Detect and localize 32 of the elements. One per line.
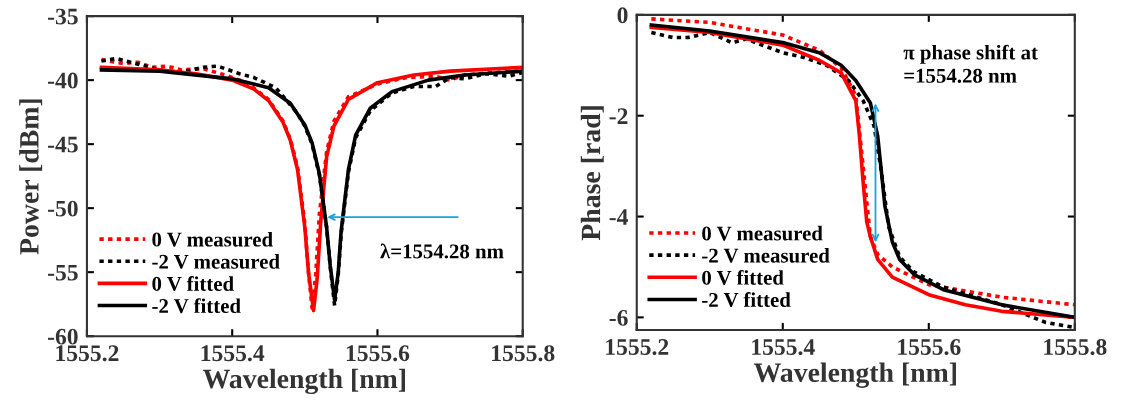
x-axis-title: Wavelength [nm] [753,362,956,388]
x-tick-label: 1555.4 [201,345,265,362]
y-tick-label: -4 [609,209,628,225]
x-tick-label: 1555.8 [1044,339,1107,356]
legend-label: 0 V measured [702,225,823,241]
legend-label: -2 V measured [702,248,830,263]
y-tick-label: -50 [47,200,78,217]
y-axis-title: Power [dBm] [19,99,43,255]
y-tick-label: -40 [47,72,78,89]
y-tick-label: -6 [609,309,628,326]
y-tick-label: -60 [47,328,78,345]
annotation: λ=1554.28 nm [380,243,504,259]
x-tick-label: 1555.2 [606,339,669,356]
y-tick-label: 0 [617,7,628,24]
y-tick-label: -35 [47,8,78,25]
legend-label: -2 V fitted [702,292,791,308]
y-tick-label: -55 [47,264,78,281]
x-tick-label: 1555.6 [898,339,961,356]
x-tick-label: 1555.2 [56,345,119,362]
y-axis-title: Phase [rad] [580,106,604,241]
x-axis-title: Wavelength [nm] [202,368,406,395]
x-tick-label: 1555.4 [752,339,815,356]
legend-label: -2 V fitted [152,298,241,314]
legend-label: 0 V fitted [702,269,784,285]
legend-label: -2 V measured [152,254,280,269]
y-tick-label: -45 [47,136,78,153]
legend-label: 0 V measured [152,231,273,247]
legend-label: 0 V fitted [152,276,234,292]
y-tick-label: -2 [609,108,628,124]
x-tick-label: 1555.8 [492,345,555,362]
x-tick-label: 1555.6 [346,345,410,362]
annotation: π phase shift at =1554.28 nm [903,44,1038,83]
